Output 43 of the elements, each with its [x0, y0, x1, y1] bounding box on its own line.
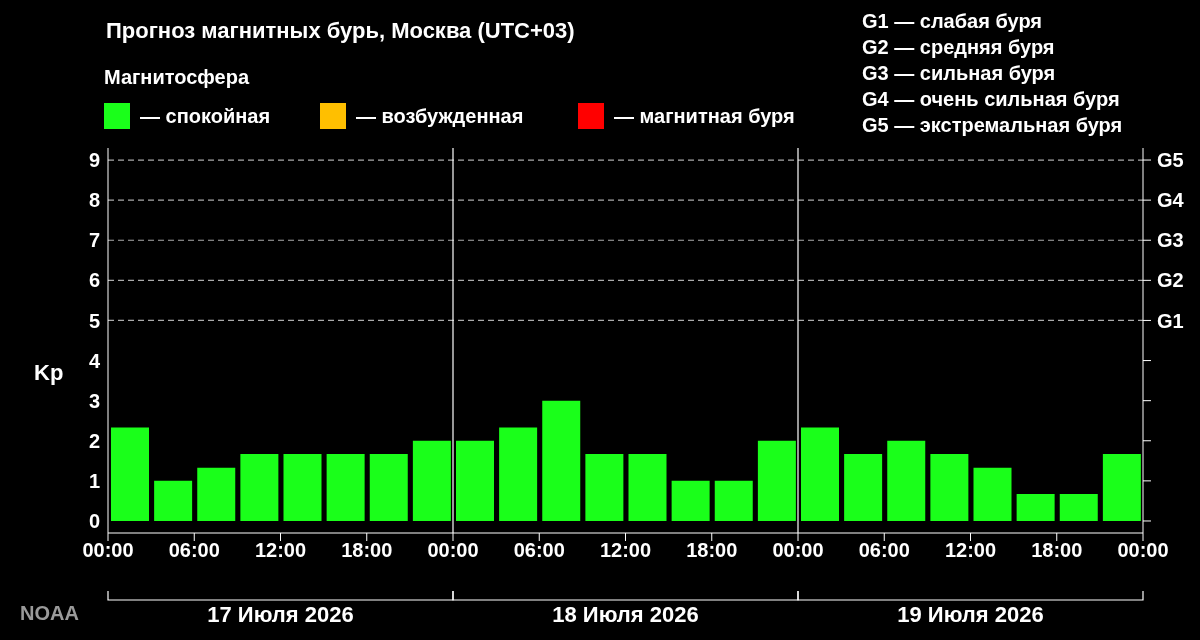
- x-tick-label: 06:00: [513, 539, 565, 562]
- text: NOAA: [20, 602, 79, 625]
- legend-label: — спокойная: [140, 104, 271, 128]
- y-tick-label: 2: [88, 429, 100, 452]
- text: G3 — сильная буря: [862, 61, 1057, 86]
- ref-line-label: G4: [1157, 189, 1185, 212]
- legend-label: — магнитная буря: [614, 104, 795, 128]
- y-tick-label: 8: [88, 189, 100, 212]
- y-axis-title: Kp: [34, 360, 64, 386]
- x-tick-label: 12:00: [944, 539, 997, 562]
- chart-title: Прогноз магнитных бурь, Москва (UTC+03): [106, 18, 575, 44]
- x-tick-label: 00:00: [427, 539, 479, 562]
- y-tick-label: 5: [88, 309, 100, 332]
- y-tick-label: 4: [88, 349, 101, 372]
- x-tick-label: 00:00: [82, 539, 134, 562]
- y-tick-label: 7: [88, 229, 100, 252]
- x-tick-label: 18:00: [1031, 539, 1083, 562]
- y-tick-label: 0: [88, 510, 100, 533]
- ref-line-label: G1: [1157, 309, 1184, 332]
- x-tick-label: 18:00: [341, 539, 393, 562]
- text: G4 — очень сильная буря: [862, 87, 1121, 112]
- text: G1 — слабая буря: [862, 9, 1044, 34]
- text: 18 Июля 2026: [552, 602, 699, 627]
- text: 19 Июля 2026: [897, 602, 1044, 627]
- ref-line-label: G2: [1157, 269, 1184, 292]
- text: 17 Июля 2026: [207, 602, 354, 627]
- y-tick-label: 6: [88, 269, 100, 292]
- y-tick-label: 3: [88, 389, 100, 412]
- text: G2 — средняя буря: [862, 35, 1056, 60]
- x-tick-label: 06:00: [858, 539, 910, 562]
- y-tick-label: 1: [88, 469, 100, 492]
- ref-line-label: G5: [1157, 149, 1184, 172]
- x-tick-label: 00:00: [772, 539, 824, 562]
- y-tick-label: 9: [88, 149, 100, 172]
- ref-line-label: G3: [1157, 229, 1184, 252]
- x-tick-label: 12:00: [254, 539, 307, 562]
- x-tick-label: 18:00: [686, 539, 738, 562]
- legend-label: — возбужденная: [356, 104, 524, 128]
- x-tick-label: 06:00: [168, 539, 220, 562]
- x-tick-label: 00:00: [1117, 539, 1169, 562]
- x-tick-label: 12:00: [599, 539, 652, 562]
- legend-title: Магнитосфера: [104, 66, 251, 89]
- text: G5 — экстремальная буря: [862, 113, 1123, 138]
